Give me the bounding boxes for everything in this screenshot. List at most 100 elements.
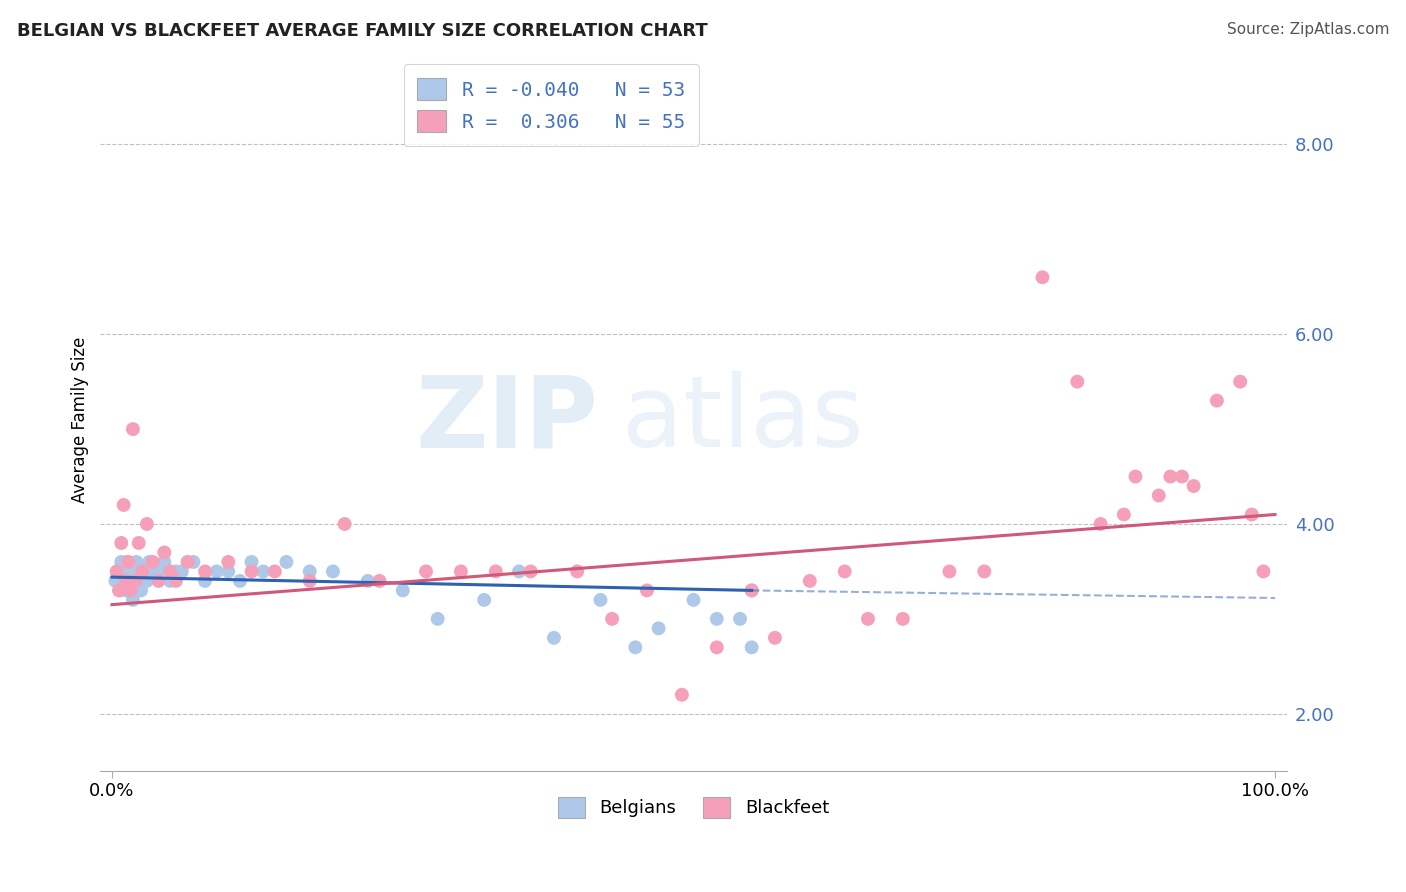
- Point: [834, 565, 856, 579]
- Point: [114, 565, 136, 579]
- Point: [333, 516, 356, 531]
- Point: [543, 631, 565, 645]
- Point: [706, 640, 728, 655]
- Point: [120, 565, 142, 579]
- Point: [636, 583, 658, 598]
- Point: [148, 565, 170, 579]
- Point: [142, 555, 165, 569]
- Point: [1112, 508, 1135, 522]
- Point: [112, 574, 135, 588]
- Point: [1182, 479, 1205, 493]
- Point: [671, 688, 693, 702]
- Point: [124, 574, 146, 588]
- Point: [263, 565, 285, 579]
- Point: [415, 565, 437, 579]
- Point: [165, 574, 187, 588]
- Point: [1090, 516, 1112, 531]
- Point: [1229, 375, 1251, 389]
- Point: [741, 583, 763, 598]
- Point: [741, 640, 763, 655]
- Point: [105, 565, 128, 579]
- Point: [115, 574, 138, 588]
- Text: BELGIAN VS BLACKFEET AVERAGE FAMILY SIZE CORRELATION CHART: BELGIAN VS BLACKFEET AVERAGE FAMILY SIZE…: [17, 22, 707, 40]
- Point: [104, 574, 127, 588]
- Point: [110, 536, 132, 550]
- Point: [589, 593, 612, 607]
- Point: [128, 574, 150, 588]
- Point: [124, 574, 146, 588]
- Point: [128, 565, 150, 579]
- Point: [217, 555, 239, 569]
- Point: [117, 555, 139, 569]
- Point: [322, 565, 344, 579]
- Point: [112, 498, 135, 512]
- Point: [1205, 393, 1227, 408]
- Point: [567, 565, 589, 579]
- Point: [148, 574, 170, 588]
- Point: [165, 565, 187, 579]
- Point: [107, 565, 129, 579]
- Point: [108, 583, 131, 598]
- Point: [741, 583, 763, 598]
- Text: atlas: atlas: [623, 371, 863, 468]
- Point: [153, 555, 176, 569]
- Point: [682, 593, 704, 607]
- Point: [252, 565, 274, 579]
- Point: [472, 593, 495, 607]
- Point: [1159, 469, 1181, 483]
- Point: [132, 565, 155, 579]
- Point: [706, 612, 728, 626]
- Point: [1253, 565, 1275, 579]
- Point: [856, 612, 879, 626]
- Point: [368, 574, 391, 588]
- Point: [298, 574, 321, 588]
- Point: [159, 565, 181, 579]
- Point: [125, 555, 148, 569]
- Point: [122, 593, 145, 607]
- Point: [122, 422, 145, 436]
- Point: [357, 574, 380, 588]
- Point: [127, 583, 149, 598]
- Point: [938, 565, 960, 579]
- Point: [118, 583, 141, 598]
- Point: [426, 612, 449, 626]
- Text: ZIP: ZIP: [416, 371, 599, 468]
- Point: [1171, 469, 1194, 483]
- Point: [519, 565, 541, 579]
- Point: [183, 555, 205, 569]
- Point: [485, 565, 508, 579]
- Point: [121, 574, 143, 588]
- Point: [1240, 508, 1263, 522]
- Point: [159, 574, 181, 588]
- Point: [240, 555, 263, 569]
- Point: [135, 516, 157, 531]
- Point: [120, 583, 142, 598]
- Point: [108, 583, 131, 598]
- Point: [240, 565, 263, 579]
- Point: [624, 640, 647, 655]
- Point: [131, 565, 153, 579]
- Point: [298, 565, 321, 579]
- Point: [450, 565, 472, 579]
- Point: [176, 555, 198, 569]
- Point: [122, 565, 145, 579]
- Point: [194, 565, 217, 579]
- Point: [508, 565, 530, 579]
- Point: [115, 583, 138, 598]
- Point: [600, 612, 623, 626]
- Point: [129, 583, 152, 598]
- Point: [276, 555, 298, 569]
- Point: [117, 574, 139, 588]
- Point: [799, 574, 821, 588]
- Point: [647, 621, 669, 635]
- Legend: Belgians, Blackfeet: Belgians, Blackfeet: [551, 789, 837, 825]
- Point: [1125, 469, 1147, 483]
- Point: [229, 574, 252, 588]
- Point: [1066, 375, 1088, 389]
- Point: [205, 565, 228, 579]
- Point: [115, 555, 138, 569]
- Point: [1031, 270, 1053, 285]
- Point: [391, 583, 413, 598]
- Point: [110, 555, 132, 569]
- Point: [153, 545, 176, 559]
